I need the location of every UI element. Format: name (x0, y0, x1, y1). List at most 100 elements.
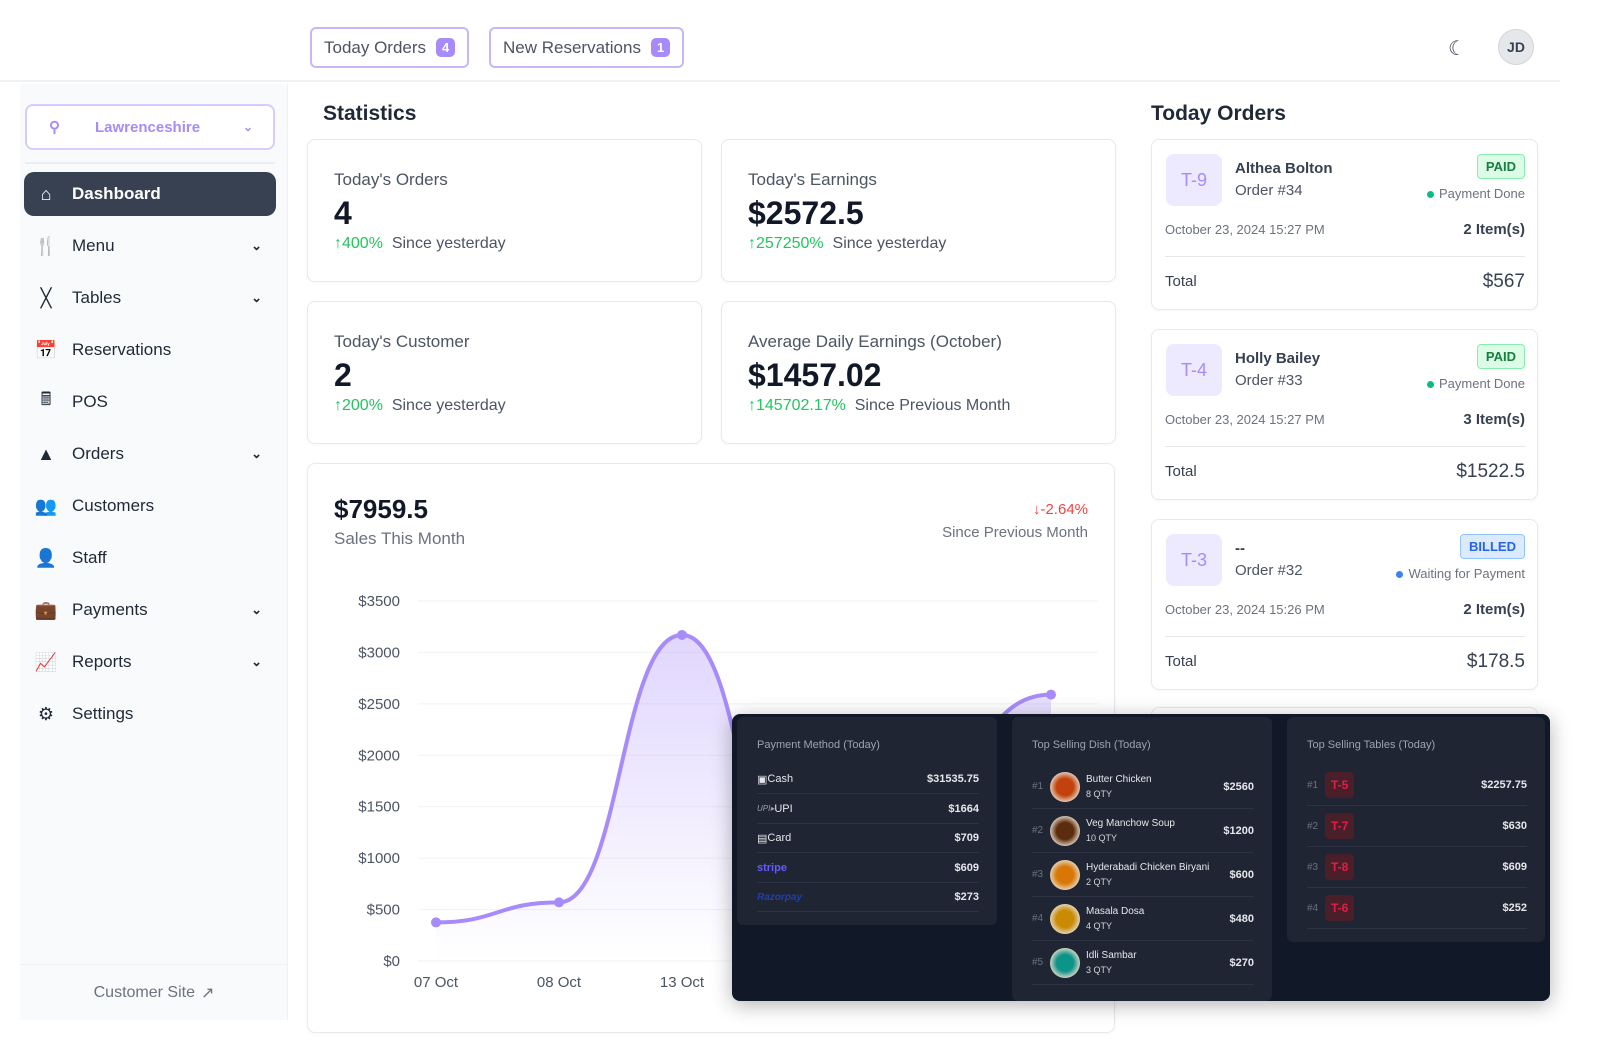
location-selector[interactable]: ⚲ Lawrenceshire ⌄ (25, 104, 275, 150)
stat-change-value: 145702.17% (756, 397, 846, 414)
sales-value: $7959.5 (334, 494, 428, 524)
y-tick-label: $2500 (358, 696, 400, 713)
sidebar-item-customers[interactable]: 👥 Customers (24, 484, 276, 528)
sidebar-item-label: POS (72, 392, 108, 411)
sidebar-item-staff[interactable]: 👤 Staff (24, 536, 276, 580)
sidebar-item-tables[interactable]: ╳ Tables ⌄ (24, 276, 276, 320)
table-amount: $252 (1502, 902, 1527, 914)
payment-method-card: Payment Method (Today) ▣ Cash $31535.75 UP… (737, 717, 997, 925)
sidebar-item-orders[interactable]: ▲ Orders ⌄ (24, 432, 276, 476)
sidebar-item-menu[interactable]: 🍴 Menu ⌄ (24, 224, 276, 268)
payment-status: Waiting for Payment (1396, 566, 1525, 581)
dish-rank: #5 (1032, 957, 1044, 968)
sidebar-item-settings[interactable]: ⚙ Settings (24, 692, 276, 736)
stat-title: Today's Orders (334, 170, 448, 189)
sidebar-nav: ⌂ Dashboard 🍴 Menu ⌄ ╳ Tables ⌄ 📅 Reservations 🖩 PO… (24, 172, 276, 744)
chart-point[interactable] (1046, 689, 1056, 700)
dish-amount: $2560 (1223, 780, 1254, 793)
y-tick-label: $1000 (358, 850, 400, 867)
sidebar-item-dashboard[interactable]: ⌂ Dashboard (24, 172, 276, 216)
dish-image (1050, 903, 1080, 934)
customer-site-link[interactable]: Customer Site ↗ (20, 964, 288, 1020)
dish-rank: #1 (1032, 781, 1044, 792)
y-tick-label: $2000 (358, 747, 400, 764)
stat-value: 4 (334, 195, 352, 231)
arrow-up-icon: ↑ (748, 397, 756, 414)
total-amount: $567 (1482, 271, 1525, 292)
stat-title: Today's Customer (334, 332, 470, 351)
sales-change: ↓-2.64% (1033, 501, 1088, 518)
divider (1165, 636, 1525, 637)
x-tick-label: 07 Oct (414, 974, 459, 991)
top-bar: Today Orders 4 New Reservations 1 ☾ JD (0, 0, 1560, 82)
today-orders-button[interactable]: Today Orders 4 (310, 27, 470, 68)
order-card[interactable]: T-3 -- Order #32 BILLED Waiting for Payment O… (1151, 519, 1538, 690)
top-tables-title: Top Selling Tables (Today) (1307, 739, 1436, 751)
status-dot-icon (1396, 571, 1404, 579)
payment-status-text: Payment Done (1439, 186, 1525, 201)
dish-image (1050, 947, 1080, 978)
avatar[interactable]: JD (1498, 29, 1534, 65)
dish-rank: #4 (1032, 913, 1044, 924)
total-label: Total (1165, 653, 1197, 670)
dish-qty: 2 QTY (1086, 877, 1113, 887)
order-number: Order #33 (1235, 372, 1303, 389)
payment-method-row: ▣ Cash $31535.75 (757, 765, 979, 794)
stripe-logo: stripe (757, 861, 787, 874)
table-badge: T-8 (1325, 854, 1355, 880)
payment-status: Payment Done (1427, 186, 1525, 201)
sidebar-item-payments[interactable]: 💼 Payments ⌄ (24, 588, 276, 632)
top-tables-card: Top Selling Tables (Today) #1 T-5 $2257.75… (1287, 717, 1545, 942)
payment-status: Payment Done (1427, 376, 1525, 391)
customer-name: Althea Bolton (1235, 160, 1333, 177)
chart-line-icon: 📈 (34, 651, 58, 672)
chart-point[interactable] (554, 897, 564, 908)
chart-point[interactable] (431, 917, 441, 928)
status-badge: BILLED (1460, 534, 1525, 559)
chart-point[interactable] (677, 629, 687, 640)
sidebar-item-pos[interactable]: 🖩 POS (24, 380, 276, 424)
sales-since: Since Previous Month (942, 524, 1088, 541)
payment-status-text: Payment Done (1439, 376, 1525, 391)
order-card[interactable]: T-9 Althea Bolton Order #34 PAID Payment Don… (1151, 139, 1538, 310)
payment-amount: $1664 (948, 802, 979, 815)
top-table-row: #3 T-8 $609 (1307, 847, 1527, 888)
stat-change: ↑145702.17% Since Previous Month (748, 397, 1010, 415)
table-badge: T-3 (1166, 534, 1222, 586)
arrow-up-icon: ↑ (334, 397, 342, 414)
moon-icon[interactable]: ☾ (1448, 38, 1466, 60)
sidebar-item-reports[interactable]: 📈 Reports ⌄ (24, 640, 276, 684)
dish-image (1050, 815, 1080, 846)
y-tick-label: $500 (367, 902, 400, 919)
order-number: Order #34 (1235, 182, 1303, 199)
item-count: 2 Item(s) (1463, 601, 1525, 618)
customer-name: -- (1235, 540, 1245, 557)
top-dish-card: Top Selling Dish (Today) #1 Butter Chicke… (1012, 717, 1272, 1001)
chevron-down-icon: ⌄ (251, 446, 262, 461)
payment-method-row: stripe $609 (757, 854, 979, 883)
divider (25, 162, 275, 164)
today-orders-label: Today Orders (324, 37, 427, 57)
table-rank: #1 (1307, 779, 1319, 791)
order-card[interactable]: T-4 Holly Bailey Order #33 PAID Payment Done… (1151, 329, 1538, 500)
cloche-icon: ▲ (37, 443, 55, 464)
x-tick-label: 08 Oct (537, 974, 582, 991)
statistics-title: Statistics (323, 102, 417, 125)
sidebar-item-label: Customers (72, 496, 155, 515)
sidebar-item-label: Staff (72, 548, 107, 567)
external-link-icon: ↗ (200, 984, 215, 1002)
sidebar-item-reservations[interactable]: 📅 Reservations (24, 328, 276, 372)
sidebar-item-label: Payments (72, 600, 148, 619)
y-tick-label: $0 (383, 953, 400, 970)
dish-amount: $270 (1229, 956, 1254, 969)
table-badge: T-4 (1166, 344, 1222, 396)
stat-card: Today's Earnings $2572.5 ↑257250% Since ye… (721, 139, 1116, 282)
new-reservations-button[interactable]: New Reservations 1 (489, 27, 685, 68)
stat-change: ↑400% Since yesterday (334, 235, 506, 253)
table-amount: $609 (1502, 861, 1527, 873)
payment-method-row: UPI▸ UPI $1664 (757, 795, 979, 824)
payment-status-text: Waiting for Payment (1408, 566, 1525, 581)
sidebar-item-label: Orders (72, 444, 124, 463)
order-number: Order #32 (1235, 562, 1303, 579)
cash-icon: ▣ (757, 773, 768, 786)
